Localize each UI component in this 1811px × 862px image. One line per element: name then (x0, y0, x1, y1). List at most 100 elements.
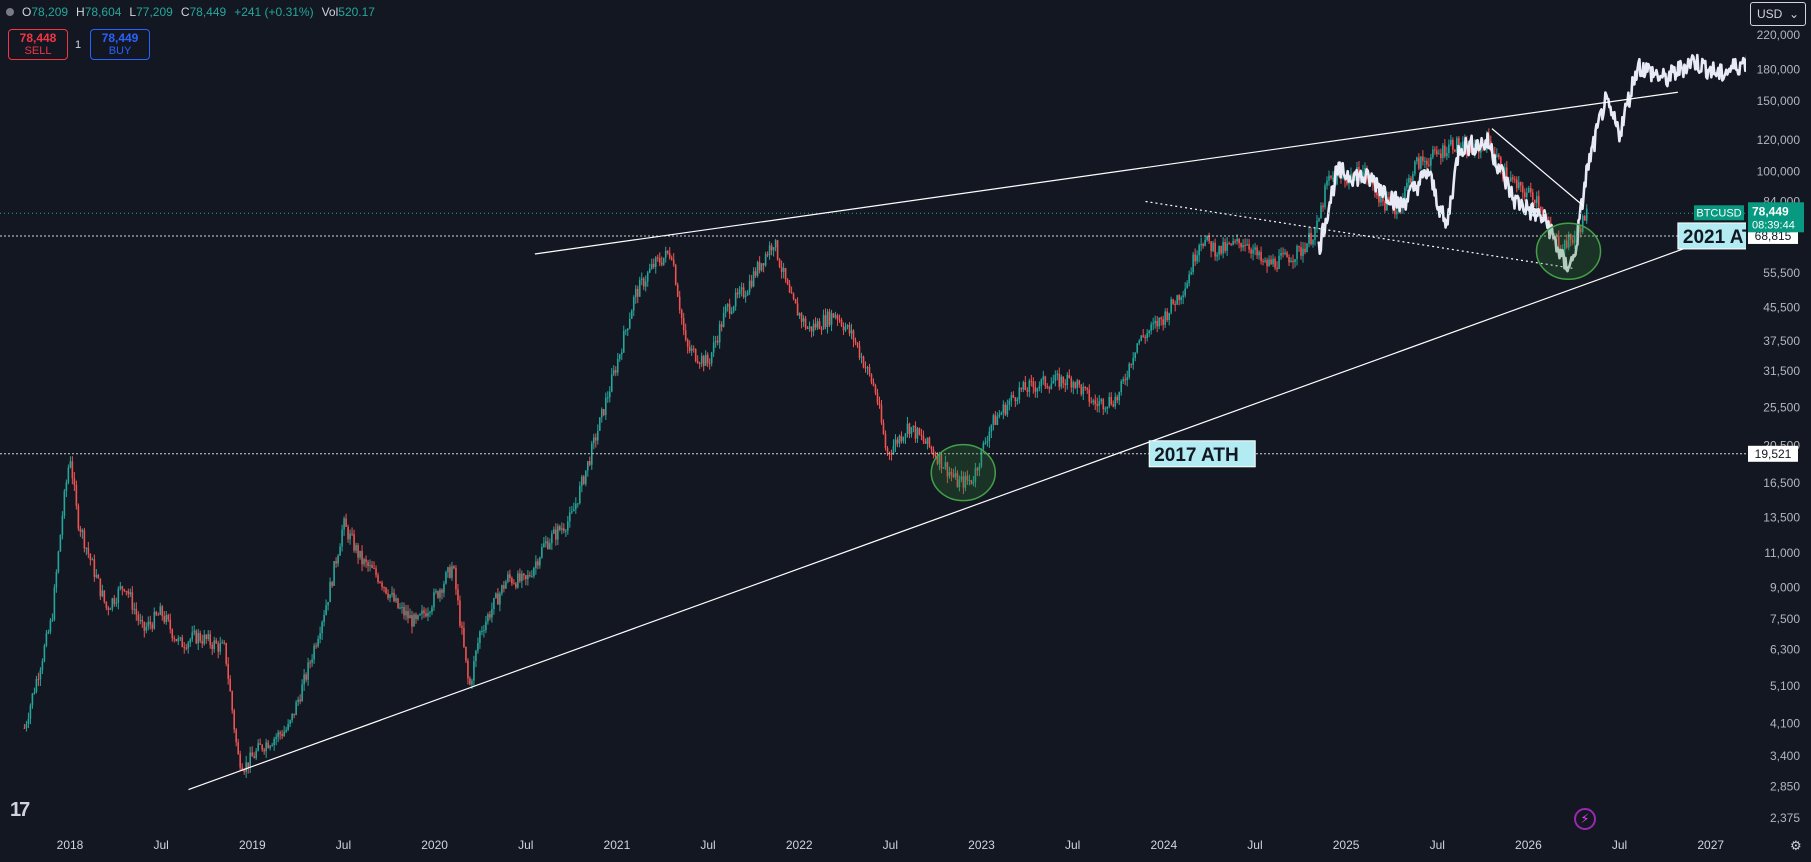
candle-body (1140, 335, 1142, 341)
candle-body (1583, 215, 1586, 221)
candle-body (297, 699, 299, 703)
candle-body (527, 574, 529, 580)
candle-body (1182, 295, 1184, 298)
time-tick-label: 2018 (57, 838, 84, 852)
candle-body (1388, 197, 1390, 202)
candle-body (157, 614, 160, 616)
candle-body (1216, 254, 1218, 257)
candle-body (51, 619, 54, 621)
time-tick-label: 2020 (421, 838, 448, 852)
candle-body (149, 621, 152, 625)
candle-body (1126, 377, 1129, 381)
candle-body (471, 680, 473, 685)
tradingview-logo[interactable]: 17 (10, 799, 30, 821)
candle-body (1116, 396, 1119, 401)
candle-body (742, 287, 745, 297)
candle-body (1178, 295, 1180, 301)
candle-body (1100, 399, 1103, 402)
candle-body (1008, 400, 1011, 405)
ohlc-open: O78,209 (22, 5, 69, 19)
candle-body (1136, 343, 1139, 353)
candle-body (301, 684, 303, 702)
candle-body (417, 615, 419, 620)
time-tick-label: Jul (336, 838, 351, 852)
price-axis-background (1746, 0, 1811, 862)
candle-body (832, 313, 835, 318)
candle-body (848, 325, 851, 334)
candle-body (1565, 240, 1568, 248)
candle-body (692, 348, 695, 350)
candle-body (99, 578, 102, 597)
candle-body (251, 752, 253, 757)
buy-button[interactable]: 78,449 BUY (90, 29, 150, 60)
candle-body (1258, 251, 1260, 256)
candle-body (600, 409, 603, 418)
candle-body (1092, 400, 1095, 403)
candle-body (1460, 146, 1462, 149)
currency-selector[interactable]: USD ⌄ (1750, 2, 1806, 26)
time-tick-label: Jul (883, 838, 898, 852)
candle-body (25, 723, 28, 729)
candle-body (385, 587, 387, 594)
candle-body (788, 284, 791, 293)
candle-body (413, 614, 415, 627)
candle-body (640, 278, 643, 280)
candle-body (876, 392, 879, 403)
candle-body (620, 352, 623, 355)
lightning-icon[interactable]: ⚡ (1574, 808, 1596, 830)
price-tick-label: 120,000 (1757, 133, 1801, 147)
candle-body (455, 568, 457, 590)
candle-body (1434, 149, 1436, 151)
candle-body (1324, 185, 1326, 208)
candle-body (1032, 381, 1035, 388)
candle-body (1230, 243, 1232, 245)
candle-body (29, 705, 32, 719)
candle-body (1040, 379, 1043, 387)
order-quantity[interactable]: 1 (75, 39, 82, 51)
candle-body (1517, 182, 1520, 188)
candle-body (287, 723, 289, 730)
time-tick-label: Jul (1612, 838, 1627, 852)
candle-body (1200, 244, 1202, 246)
candle-body (750, 280, 753, 287)
candle-body (407, 610, 409, 619)
candle-body (634, 288, 637, 298)
candle-body (1418, 157, 1420, 169)
gear-icon[interactable]: ⚙ (1790, 838, 1802, 853)
candle-body (926, 437, 929, 444)
candle-body (135, 608, 138, 615)
candle-body (780, 266, 783, 272)
candle-body (628, 318, 631, 329)
candle-body (275, 736, 277, 739)
candle-body (714, 340, 717, 343)
candle-body (433, 592, 435, 608)
candle-body (1232, 241, 1234, 245)
candle-body (481, 630, 483, 632)
sell-button[interactable]: 78,448 SELL (8, 29, 68, 60)
candle-body (768, 245, 771, 256)
candle-body (567, 521, 569, 531)
candle-body (1294, 259, 1296, 262)
candle-body (928, 437, 931, 447)
candle-body (840, 319, 843, 326)
candle-body (748, 280, 751, 292)
candle-body (824, 315, 827, 327)
candle-body (189, 639, 192, 643)
candle-body (553, 529, 555, 534)
candle-body (1002, 404, 1005, 413)
candle-body (591, 443, 593, 465)
candle-body (636, 288, 639, 297)
candle-body (792, 293, 795, 300)
candle-body (145, 626, 148, 631)
candle-body (962, 476, 965, 488)
candle-body (121, 586, 124, 590)
candle-body (27, 718, 30, 724)
candle-body (1106, 406, 1109, 409)
volume: Vol520.17 (321, 5, 375, 19)
candle-body (299, 699, 301, 702)
candle-body (966, 475, 969, 481)
ohlc-high: H78,604 (76, 5, 122, 19)
candle-body (161, 606, 164, 617)
trendline (1491, 128, 1584, 207)
